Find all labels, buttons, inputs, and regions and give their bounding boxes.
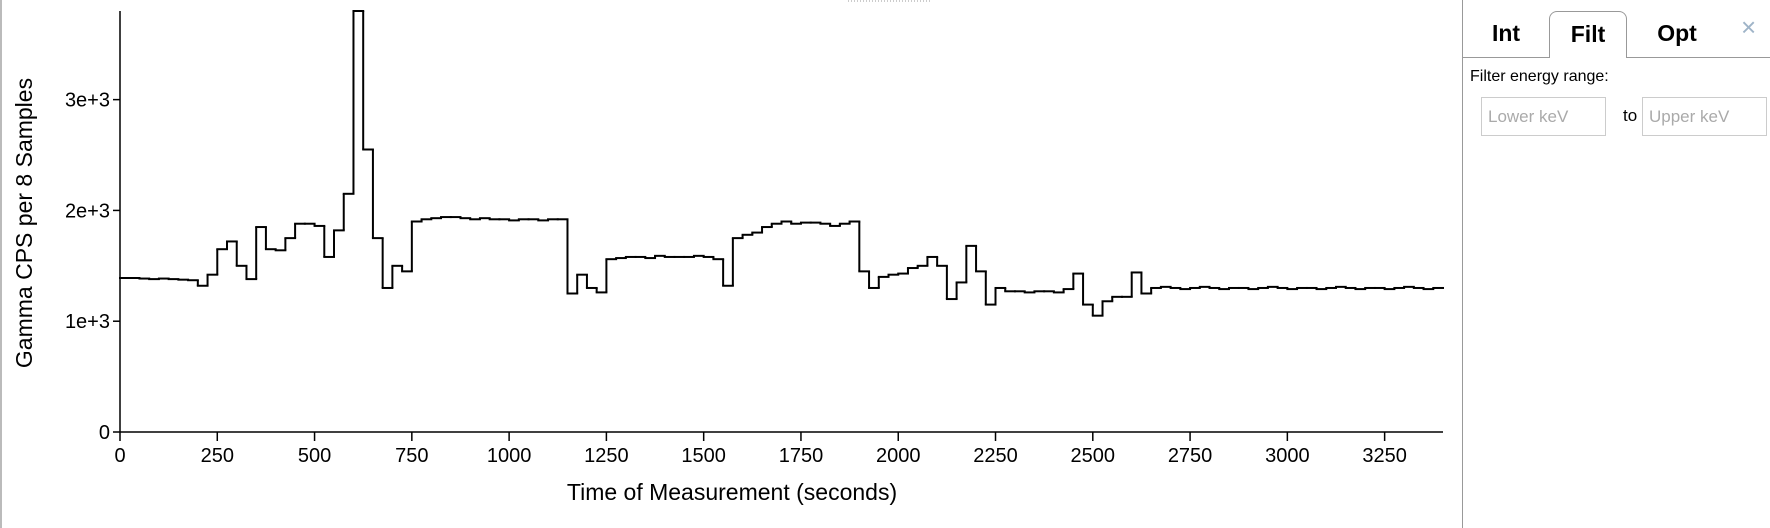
y-tick-label: 1e+3	[65, 311, 110, 333]
x-tick-label: 1000	[487, 445, 532, 467]
upper-kev-input[interactable]	[1642, 97, 1767, 136]
x-tick-label: 1750	[779, 445, 824, 467]
chart: Time of Measurement (seconds) Gamma CPS …	[0, 0, 1444, 528]
y-tick-label: 0	[99, 422, 110, 444]
x-tick-label: 500	[298, 445, 331, 467]
y-axis-title: Gamma CPS per 8 Samples	[11, 78, 37, 368]
x-tick-label: 2500	[1071, 445, 1116, 467]
y-tick-label: 3e+3	[65, 90, 110, 112]
x-tick-label: 1500	[681, 445, 726, 467]
x-tick-label: 3000	[1265, 445, 1310, 467]
tab-opt[interactable]: Opt	[1657, 20, 1697, 46]
side-panel: Int Filt Opt × Filter energy range: to	[1462, 0, 1770, 528]
tab-filt[interactable]: Filt	[1549, 11, 1627, 58]
x-tick-label: 750	[395, 445, 428, 467]
separator: to	[1623, 106, 1638, 125]
x-axis-title: Time of Measurement (seconds)	[567, 479, 897, 505]
x-tick-label: 1250	[584, 445, 629, 467]
x-tick-label: 2000	[876, 445, 921, 467]
close-button[interactable]: ×	[1741, 12, 1757, 42]
lower-kev-input[interactable]	[1481, 97, 1606, 136]
x-tick-label: 3250	[1362, 445, 1407, 467]
x-tick-label: 250	[201, 445, 234, 467]
filter-label: Filter energy range:	[1470, 68, 1609, 85]
tab-int[interactable]: Int	[1491, 20, 1521, 46]
x-tick-label: 0	[114, 445, 125, 467]
y-tick-label: 2e+3	[65, 200, 110, 222]
x-tick-label: 2750	[1168, 445, 1213, 467]
x-tick-label: 2250	[973, 445, 1018, 467]
